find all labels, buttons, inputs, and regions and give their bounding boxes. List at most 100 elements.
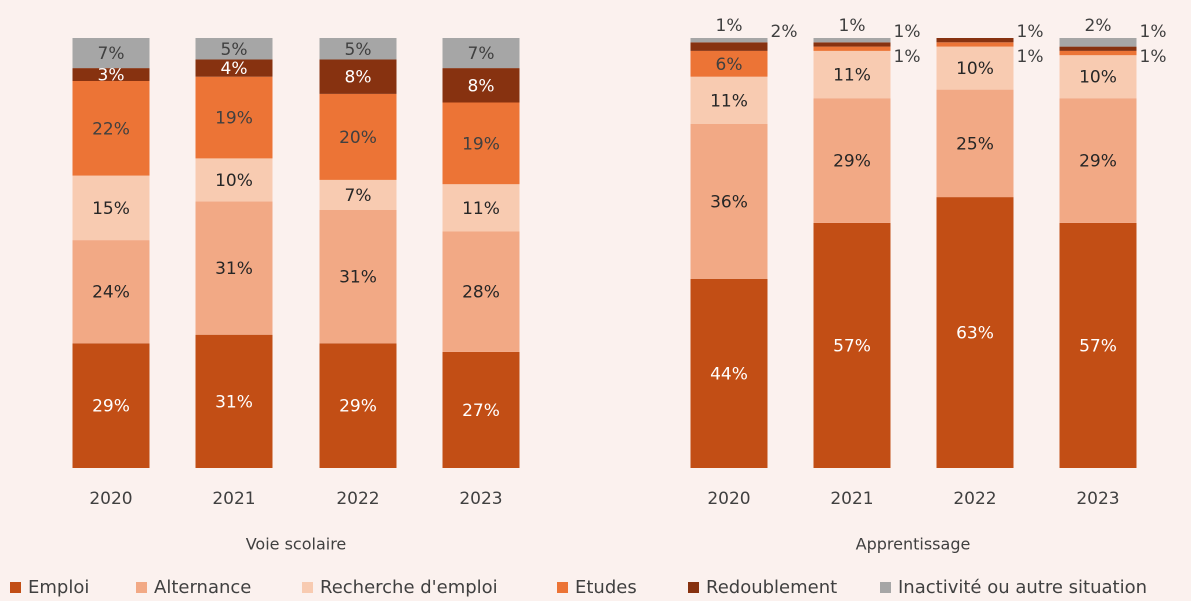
bar-segment [1059,38,1137,47]
bar-segment [195,38,273,60]
legend-label: Redoublement [706,577,837,597]
bar-segment [319,343,397,468]
data-label: 2% [1085,16,1112,36]
data-label: 10% [1079,68,1117,88]
data-label: 29% [92,397,130,417]
bar-segment [936,38,1014,43]
bar-segment [195,334,273,468]
bar-segment [442,184,520,232]
data-label: 24% [92,283,130,303]
data-label: 29% [1079,152,1117,172]
data-label: 20% [339,128,377,148]
bar-segment [72,38,150,69]
bar-segment [690,42,768,51]
x-tick-label: 2023 [459,489,502,509]
data-label: 7% [468,44,495,64]
bar-segment [936,89,1014,198]
bar-segment [442,38,520,69]
legend-swatch [688,582,699,593]
bar-segment [319,93,397,180]
data-label: 7% [345,186,372,206]
bar-segment [195,59,273,77]
bar-segment [813,50,891,99]
bar-segment [1059,222,1137,468]
x-tick-label: 2021 [830,489,873,509]
data-label: 1% [1140,22,1167,42]
data-label: 11% [462,199,500,219]
data-label: 57% [1079,336,1117,356]
data-label: 25% [956,134,994,154]
bar-segment [813,222,891,468]
legend-swatch [136,582,147,593]
bar-segment [690,278,768,468]
bar-segment [813,42,891,47]
data-label: 15% [92,199,130,219]
data-label: 1% [1017,22,1044,42]
panel-label: Voie scolaire [246,535,347,554]
data-label: 1% [894,47,921,67]
x-tick-label: 2022 [336,489,379,509]
data-label: 8% [468,76,495,96]
legend-swatch [10,582,21,593]
data-label: 63% [956,324,994,344]
x-tick-label: 2022 [953,489,996,509]
data-label: 1% [839,16,866,36]
data-label: 22% [92,119,130,139]
data-label: 2% [771,22,798,42]
x-tick-label: 2021 [212,489,255,509]
bar-segment [1059,98,1137,223]
legend-label: Inactivité ou autre situation [898,577,1147,597]
data-label: 29% [339,397,377,417]
bar-segment [1059,50,1137,56]
bar-segment [442,231,520,352]
bar-segment [1059,55,1137,99]
data-label: 6% [716,55,743,75]
bar-segment [319,210,397,344]
data-label: 19% [462,134,500,154]
legend-label: Emploi [28,577,89,597]
data-label: 44% [710,364,748,384]
data-label: 57% [833,336,871,356]
data-label: 11% [833,66,871,86]
data-label: 10% [956,59,994,79]
bar-segment [690,124,768,279]
bar-segment [690,76,768,124]
bar-segment [319,179,397,210]
bar-segment [442,351,520,468]
legend-label: Alternance [154,577,251,597]
data-label: 28% [462,283,500,303]
data-label: 1% [1017,47,1044,67]
x-tick-label: 2020 [707,489,750,509]
bar-segment [936,46,1014,90]
data-label: 1% [1140,47,1167,67]
x-tick-label: 2020 [89,489,132,509]
legend-swatch [880,582,891,593]
bar-segment [936,42,1014,47]
bar-segment [813,38,891,43]
bar-segment [936,197,1014,468]
data-label: 19% [215,109,253,129]
bar-segment [72,343,150,468]
bar-segment [72,175,150,241]
bar-segment [195,76,273,159]
bar-segment [72,240,150,344]
legend-swatch [302,582,313,593]
bar-segment [442,102,520,185]
bar-segment [195,201,273,335]
data-label: 31% [339,268,377,288]
data-label: 29% [833,152,871,172]
data-label: 27% [462,401,500,421]
bar-segment [319,38,397,60]
bar-segment [690,38,768,43]
data-label: 11% [710,91,748,111]
bar-segment [813,98,891,223]
legend-label: Etudes [575,577,637,597]
data-label: 10% [215,171,253,191]
data-label: 1% [894,22,921,42]
data-label: 4% [221,59,248,79]
legend-swatch [557,582,568,593]
data-label: 36% [710,192,748,212]
data-label: 31% [215,259,253,279]
x-tick-label: 2023 [1076,489,1119,509]
bar-segment [319,59,397,94]
